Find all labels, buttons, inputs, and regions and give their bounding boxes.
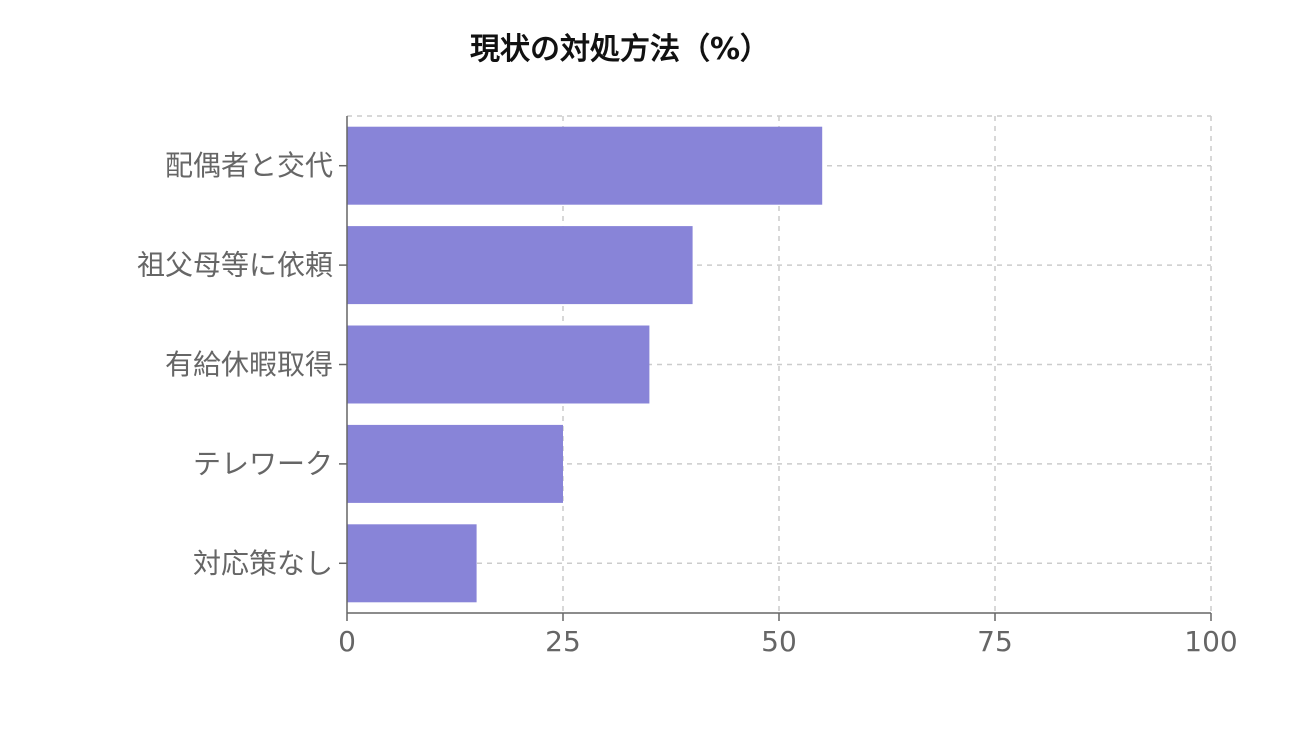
bar	[347, 126, 823, 205]
bars	[347, 126, 823, 603]
axes	[339, 116, 1212, 621]
x-tick-label: 75	[977, 625, 1013, 658]
bar	[347, 226, 693, 305]
bar	[347, 325, 650, 404]
y-tick-label: 配偶者と交代	[165, 149, 333, 182]
x-tick-label: 0	[338, 625, 356, 658]
y-tick-label: テレワーク	[193, 447, 333, 480]
y-tick-label: 祖父母等に依頼	[137, 249, 333, 282]
chart-title: 現状の対処方法（%）	[469, 32, 771, 67]
y-tick-label: 有給休暇取得	[165, 348, 333, 381]
x-tick-label: 25	[545, 625, 581, 658]
x-tick-label: 100	[1184, 625, 1237, 658]
bar	[347, 424, 563, 503]
bar	[347, 524, 477, 603]
x-tick-label: 50	[761, 625, 797, 658]
y-tick-label: 対応策なし	[193, 547, 333, 580]
